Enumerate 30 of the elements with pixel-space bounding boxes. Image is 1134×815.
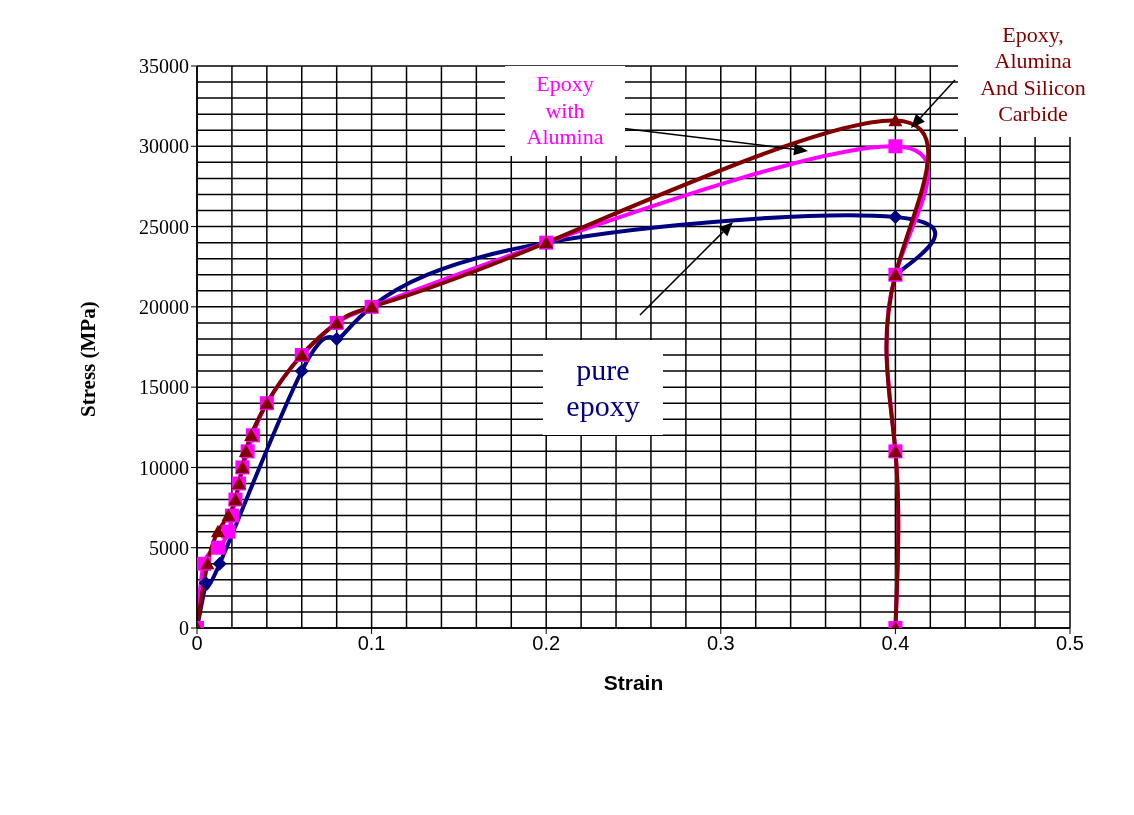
y-tick-label: 20000 — [139, 295, 189, 318]
y-tick-label: 25000 — [139, 215, 189, 238]
point — [888, 139, 903, 154]
x-axis-title: Strain — [603, 671, 664, 694]
point — [210, 524, 225, 538]
point — [221, 524, 236, 539]
y-tick-label: 5000 — [149, 536, 189, 559]
y-tick-label: 0 — [179, 617, 189, 640]
point — [888, 113, 903, 127]
y-tick-label: 30000 — [139, 135, 189, 158]
x-tick-label: 0.4 — [881, 632, 910, 655]
text: Epoxy, Alumina And Silicon Carbide — [980, 21, 1086, 128]
point — [212, 556, 227, 571]
text: Epoxy with Alumina — [526, 71, 604, 151]
point — [210, 540, 225, 555]
x-tick-label: 0.2 — [532, 632, 561, 655]
point — [888, 209, 903, 224]
point — [198, 576, 213, 591]
y-tick-label: 35000 — [139, 55, 189, 78]
text: pure epoxy — [566, 351, 640, 424]
point — [200, 556, 215, 570]
point — [329, 331, 344, 346]
y-tick-label: 15000 — [139, 376, 189, 399]
x-tick-label: 0.3 — [706, 632, 735, 655]
x-tick-label: 0.1 — [357, 632, 386, 655]
point — [294, 364, 309, 379]
y-tick-label: 10000 — [139, 456, 189, 479]
x-tick-label: 0 — [191, 632, 203, 655]
x-tick-label: 0.5 — [1056, 632, 1084, 655]
y-axis-title: Stress (MPa) — [76, 301, 101, 417]
